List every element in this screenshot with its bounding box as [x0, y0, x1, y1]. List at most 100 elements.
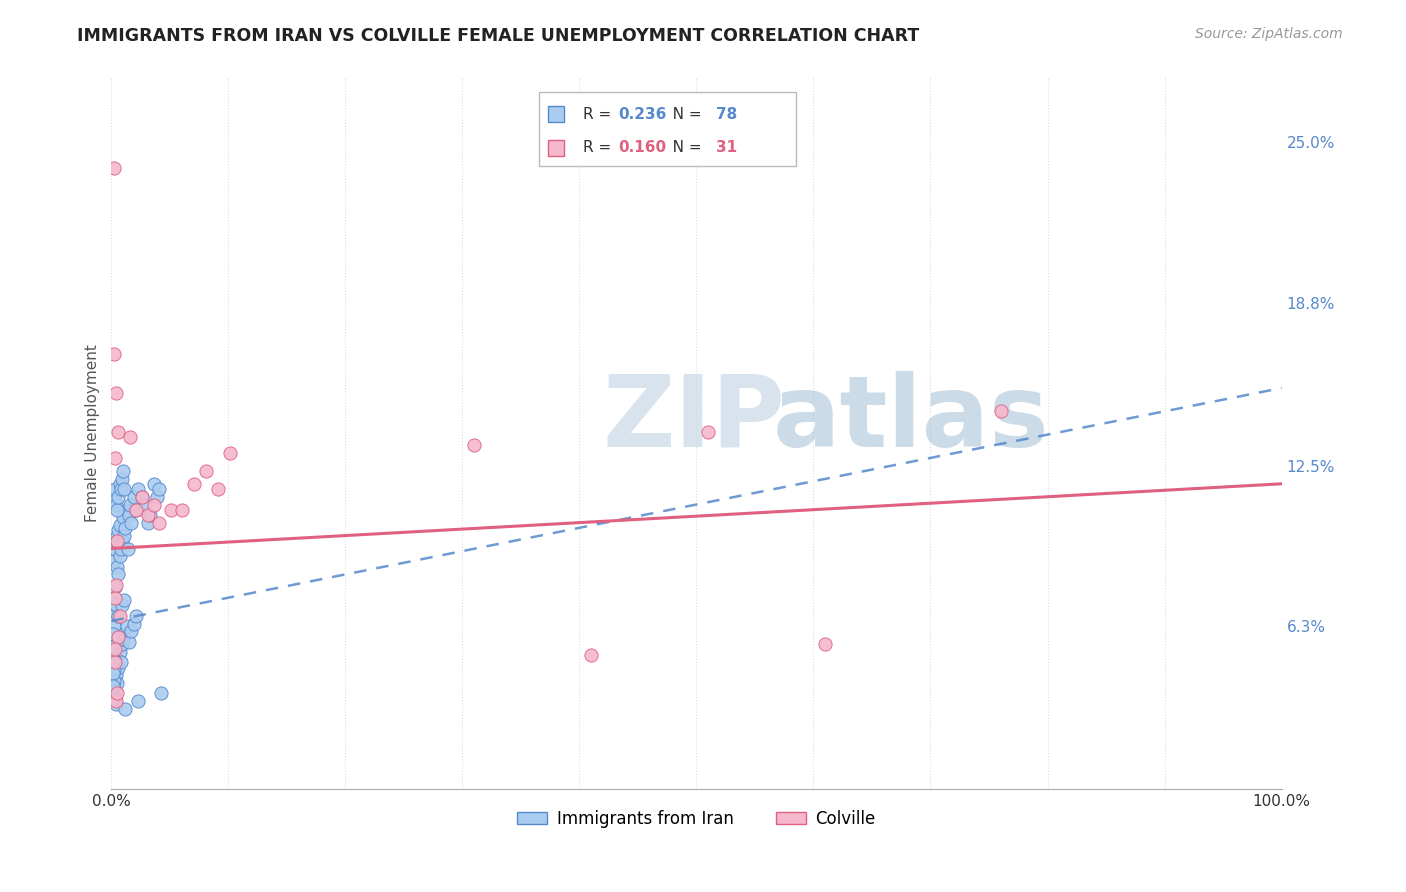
- Point: [218, 446, 240, 460]
- Point: [105, 599, 128, 613]
- Point: [111, 637, 134, 651]
- Point: [125, 502, 148, 516]
- Point: [105, 606, 128, 620]
- Point: [120, 624, 142, 639]
- Point: [105, 668, 128, 682]
- Point: [108, 518, 131, 533]
- Point: [104, 684, 127, 698]
- Point: [990, 404, 1012, 418]
- Point: [125, 502, 148, 516]
- Point: [103, 596, 125, 610]
- Point: [118, 508, 141, 522]
- Point: [104, 640, 127, 654]
- Y-axis label: Female Unemployment: Female Unemployment: [86, 344, 100, 523]
- Point: [114, 521, 136, 535]
- Point: [814, 637, 837, 651]
- Point: [120, 430, 142, 444]
- Point: [101, 679, 124, 693]
- Point: [697, 425, 720, 439]
- Point: [107, 425, 129, 439]
- Text: N =: N =: [658, 107, 706, 121]
- Point: [114, 702, 136, 716]
- Point: [111, 599, 134, 613]
- Point: [112, 627, 135, 641]
- Point: [105, 694, 128, 708]
- Point: [104, 642, 127, 657]
- Point: [105, 686, 128, 700]
- Point: [136, 508, 159, 522]
- Text: 78: 78: [717, 107, 738, 121]
- Point: [104, 482, 127, 496]
- Point: [108, 476, 131, 491]
- Point: [105, 386, 128, 401]
- Point: [103, 634, 125, 648]
- Point: [105, 578, 128, 592]
- Point: [110, 656, 132, 670]
- Text: Source: ZipAtlas.com: Source: ZipAtlas.com: [1195, 27, 1343, 41]
- Point: [148, 516, 170, 530]
- Point: [103, 161, 125, 175]
- Point: [103, 554, 125, 568]
- Point: [104, 450, 127, 465]
- Point: [195, 464, 218, 478]
- Point: [101, 627, 124, 641]
- Point: [115, 619, 138, 633]
- Point: [112, 632, 135, 646]
- Point: [148, 482, 170, 496]
- Point: [125, 608, 148, 623]
- Point: [579, 648, 602, 662]
- Point: [105, 502, 128, 516]
- Point: [127, 482, 149, 496]
- Point: [108, 645, 131, 659]
- Point: [110, 541, 132, 556]
- Point: [103, 663, 125, 677]
- Point: [105, 697, 128, 711]
- Point: [110, 482, 132, 496]
- Point: [120, 516, 142, 530]
- Point: [111, 533, 134, 548]
- Text: R =: R =: [583, 140, 616, 155]
- Text: R =: R =: [583, 107, 616, 121]
- Point: [122, 490, 145, 504]
- Point: [115, 502, 138, 516]
- Point: [207, 482, 229, 496]
- Point: [104, 580, 127, 594]
- Text: 0.160: 0.160: [619, 140, 666, 155]
- Point: [139, 508, 162, 522]
- Point: [105, 559, 128, 574]
- Point: [108, 549, 131, 564]
- Point: [118, 634, 141, 648]
- Point: [183, 476, 205, 491]
- Point: [103, 490, 125, 504]
- Legend: Immigrants from Iran, Colville: Immigrants from Iran, Colville: [510, 803, 883, 834]
- Text: 0.236: 0.236: [619, 107, 666, 121]
- Point: [149, 686, 172, 700]
- Point: [101, 691, 124, 706]
- Text: atlas: atlas: [772, 370, 1049, 467]
- Point: [112, 510, 135, 524]
- Point: [105, 533, 128, 548]
- Point: [117, 541, 139, 556]
- Point: [107, 524, 129, 538]
- Point: [107, 567, 129, 582]
- Point: [104, 691, 127, 706]
- Point: [101, 640, 124, 654]
- Text: IMMIGRANTS FROM IRAN VS COLVILLE FEMALE UNEMPLOYMENT CORRELATION CHART: IMMIGRANTS FROM IRAN VS COLVILLE FEMALE …: [77, 27, 920, 45]
- Point: [134, 498, 156, 512]
- Point: [104, 541, 127, 556]
- Point: [103, 653, 125, 667]
- FancyBboxPatch shape: [538, 92, 796, 167]
- Point: [112, 528, 135, 542]
- Point: [142, 476, 165, 491]
- Point: [104, 650, 127, 665]
- Point: [112, 593, 135, 607]
- Text: N =: N =: [658, 140, 706, 155]
- Point: [103, 347, 125, 361]
- Point: [108, 608, 131, 623]
- Point: [104, 656, 127, 670]
- Point: [131, 490, 153, 504]
- Point: [105, 533, 128, 548]
- Point: [463, 438, 485, 452]
- Point: [103, 673, 125, 688]
- Point: [112, 482, 135, 496]
